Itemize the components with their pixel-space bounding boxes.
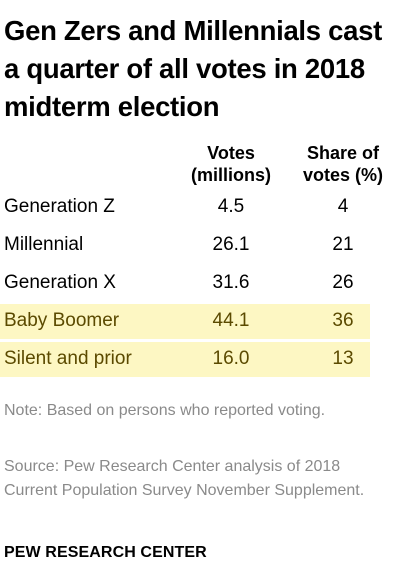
row-share-value: 13 [332,348,354,369]
row-label: Generation X [4,272,116,293]
row-label: Baby Boomer [4,310,120,331]
row-share-value: 4 [337,196,349,217]
table-row: Generation X 31.6 26 [0,266,370,301]
row-share-value: 36 [332,310,354,331]
row-votes-value: 16.0 [212,348,250,369]
note: Note: Based on persons who reported voti… [4,402,326,419]
header-votes-line2: (millions) [191,165,271,185]
row-votes-value: 31.6 [212,272,250,293]
row-votes-value: 44.1 [212,310,250,331]
header-share: Share of votes (%) [286,142,400,186]
header-share-line1: Share of [306,143,380,163]
header-votes-line1: Votes [207,143,255,163]
chart-title: Gen Zers and Millennials cast a quarter … [4,15,382,122]
table-row: Millennial 26.1 21 [0,228,370,263]
row-votes-value: 26.1 [212,234,250,255]
table-row: Baby Boomer 44.1 36 [0,304,370,339]
table-row: Generation Z 4.5 4 [0,190,370,225]
header-share-line2: votes (%) [302,165,383,185]
brand-logo-text: PEW RESEARCH CENTER [4,544,207,561]
row-share-value: 26 [332,272,354,293]
row-label: Silent and prior [4,348,132,369]
header-votes: Votes (millions) [176,142,286,186]
source: Source: Pew Research Center analysis of … [4,458,365,499]
row-label: Millennial [4,234,84,255]
table-row: Silent and prior 16.0 13 [0,342,370,377]
row-votes-value: 4.5 [217,196,245,217]
row-share-value: 21 [332,234,354,255]
row-label: Generation Z [4,196,115,217]
